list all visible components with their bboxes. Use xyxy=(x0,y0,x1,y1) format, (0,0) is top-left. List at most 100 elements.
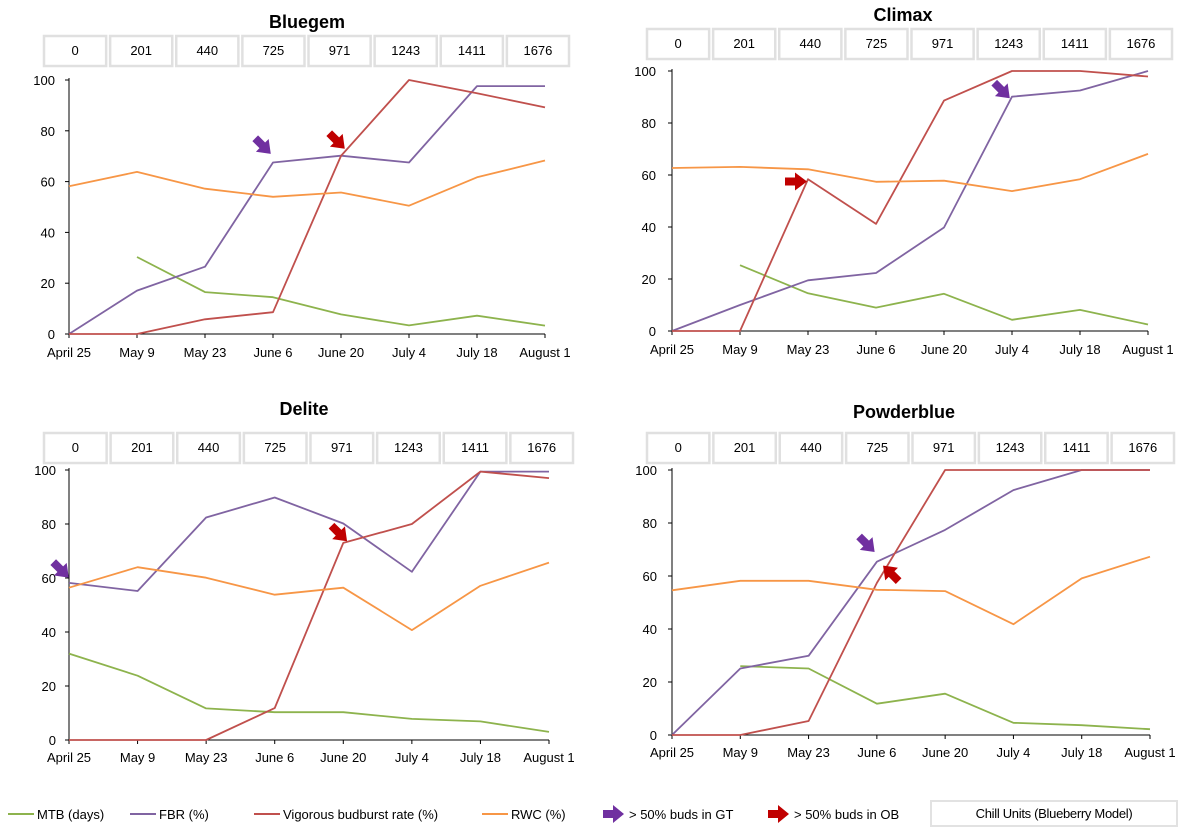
chill-unit-label: 1243 xyxy=(391,43,420,58)
chill-unit-box xyxy=(242,431,308,465)
legend-label-ob: > 50% buds in OB xyxy=(794,806,900,822)
chill-unit-box xyxy=(109,431,175,465)
y-tick-label: 100 xyxy=(34,463,56,478)
y-tick-label: 20 xyxy=(42,679,56,694)
chill-unit-box xyxy=(1108,27,1174,61)
chill-unit-label: 1411 xyxy=(461,440,489,455)
gt-marker-arrow xyxy=(50,559,69,578)
legend-chill-units-label: Chill Units (Blueberry Model) xyxy=(975,806,1133,821)
chill-unit-box xyxy=(844,431,910,465)
chill-unit-box xyxy=(911,431,977,465)
x-tick-label: July 18 xyxy=(1061,745,1102,760)
chill-unit-box xyxy=(442,431,508,465)
chill-unit-label: 1411 xyxy=(1062,440,1090,455)
y-tick-label: 80 xyxy=(642,116,656,131)
legend-item-vbr: Vigorous budburst rate (%) xyxy=(254,804,438,824)
legend-item-fbr: FBR (%) xyxy=(130,804,209,824)
legend-swatch-rwc xyxy=(482,813,508,815)
chill-unit-box xyxy=(307,34,372,68)
y-tick-label: 80 xyxy=(643,516,657,531)
x-tick-label: April 25 xyxy=(47,345,91,360)
legend-item-rwc: RWC (%) xyxy=(482,804,566,824)
y-tick-label: 60 xyxy=(41,175,55,190)
series-line-rwc xyxy=(68,561,550,631)
y-tick-label: 40 xyxy=(42,625,56,640)
legend-item-ob: > 50% buds in OB xyxy=(768,804,899,824)
chill-unit-box xyxy=(509,431,575,465)
x-tick-label: August 1 xyxy=(1124,745,1175,760)
series-line-vigorous-budburst-rate xyxy=(69,470,550,741)
series-line-vigorous-budburst-rate xyxy=(672,70,1149,332)
chill-unit-label: 1243 xyxy=(994,36,1023,51)
y-tick-label: 60 xyxy=(642,168,656,183)
chill-unit-label: 201 xyxy=(733,36,755,51)
chill-unit-box xyxy=(375,431,441,465)
x-tick-label: August 1 xyxy=(519,345,570,360)
x-tick-label: April 25 xyxy=(650,342,694,357)
y-tick-label: 40 xyxy=(642,220,656,235)
chill-unit-label: 440 xyxy=(799,36,821,51)
purple-arrow-icon xyxy=(603,805,624,823)
chill-unit-label: 0 xyxy=(71,43,78,58)
chart-title: Climax xyxy=(873,5,932,25)
x-tick-label: June 20 xyxy=(922,745,968,760)
chill-unit-label: 1676 xyxy=(1126,36,1155,51)
y-tick-label: 0 xyxy=(48,327,55,342)
x-tick-label: July 4 xyxy=(996,745,1030,760)
x-tick-label: May 23 xyxy=(184,345,227,360)
y-tick-label: 100 xyxy=(634,64,656,79)
chill-unit-label: 971 xyxy=(932,36,954,51)
chill-unit-label: 440 xyxy=(196,43,218,58)
chill-unit-box xyxy=(1044,431,1109,465)
legend-item-gt: > 50% buds in GT xyxy=(603,804,733,824)
legend-label-vbr: Vigorous budburst rate (%) xyxy=(283,806,439,822)
chill-unit-label: 971 xyxy=(331,440,353,455)
y-tick-label: 0 xyxy=(649,324,656,339)
x-tick-label: May 9 xyxy=(120,750,155,765)
x-tick-label: June 6 xyxy=(255,750,294,765)
red-arrow-icon xyxy=(768,805,789,823)
x-tick-label: June 6 xyxy=(253,345,292,360)
chill-unit-label: 1676 xyxy=(1128,440,1157,455)
chill-unit-label: 0 xyxy=(72,440,79,455)
chart-title: Powderblue xyxy=(853,402,955,422)
x-tick-label: May 9 xyxy=(119,345,154,360)
chill-unit-label: 725 xyxy=(866,440,888,455)
y-tick-label: 60 xyxy=(42,571,56,586)
chart-title: Delite xyxy=(279,399,328,419)
legend-label-rwc: RWC (%) xyxy=(511,806,566,822)
legend-label-gt: > 50% buds in GT xyxy=(629,806,734,822)
chart-panel-climax: Climax 0 201 440 725 971 1243 1411 1676 0 20 40 60 80… xyxy=(634,5,1173,357)
chill-unit-box xyxy=(778,431,844,465)
series-line-vigorous-budburst-rate xyxy=(69,79,546,335)
x-tick-label: June 20 xyxy=(320,750,366,765)
x-tick-label: May 23 xyxy=(787,342,830,357)
y-tick-label: 40 xyxy=(643,622,657,637)
x-tick-label: April 25 xyxy=(650,745,694,760)
ob-marker-arrow xyxy=(328,522,348,542)
x-tick-label: August 1 xyxy=(1122,342,1173,357)
chill-unit-label: 201 xyxy=(130,43,152,58)
chill-unit-label: 1243 xyxy=(394,440,423,455)
chill-unit-box xyxy=(108,34,174,68)
legend-swatch-mtb xyxy=(8,813,34,815)
chill-unit-label: 725 xyxy=(866,36,888,51)
y-tick-label: 100 xyxy=(635,463,657,478)
chill-unit-label: 1411 xyxy=(458,43,486,58)
chart-panel-bluegem: Bluegem 0 201 440 725 971 1243 1411 1676 0 20 40 60 8… xyxy=(33,12,570,360)
x-tick-label: April 25 xyxy=(47,750,91,765)
chill-unit-label: 201 xyxy=(131,440,153,455)
chill-unit-label: 440 xyxy=(198,440,220,455)
series-line-fbr xyxy=(68,470,549,592)
chill-unit-box xyxy=(844,27,909,61)
x-tick-label: August 1 xyxy=(523,750,574,765)
x-tick-label: May 9 xyxy=(723,745,758,760)
chill-unit-box xyxy=(976,27,1041,61)
chill-unit-label: 201 xyxy=(734,440,756,455)
legend-label-mtb: MTB (days) xyxy=(37,806,105,822)
chill-unit-label: 0 xyxy=(674,36,681,51)
series-line-fbr xyxy=(68,85,545,335)
legend-swatch-vbr xyxy=(254,813,280,815)
series-line-vigorous-budburst-rate xyxy=(672,469,1150,736)
